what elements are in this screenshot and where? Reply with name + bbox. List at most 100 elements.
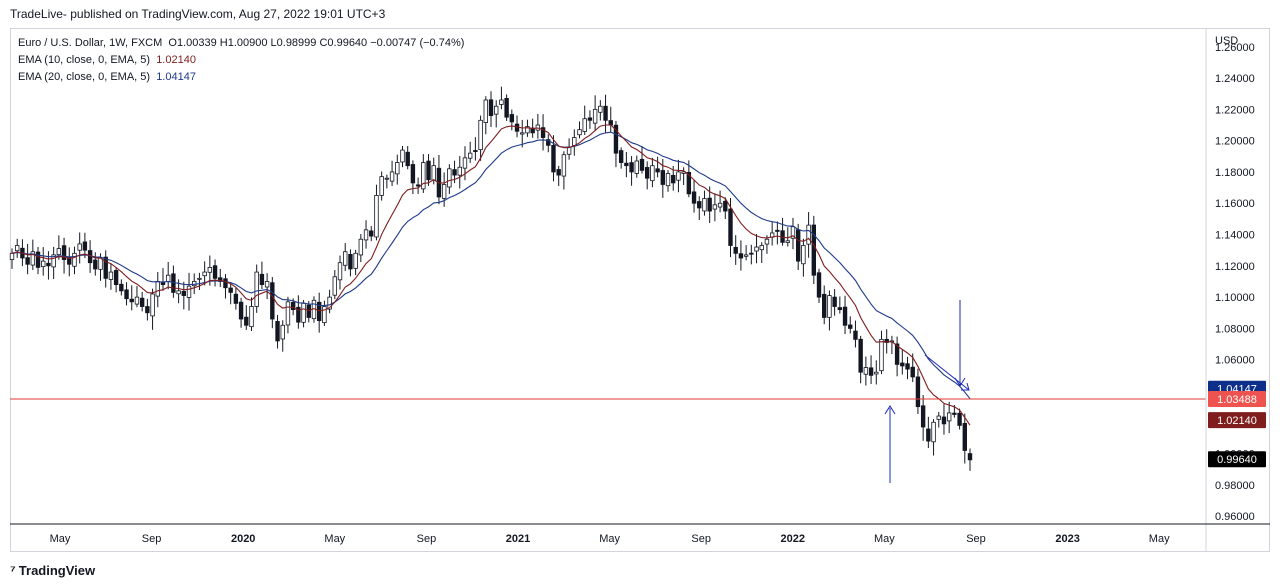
y-tick-label: 1.12000 bbox=[1215, 261, 1255, 273]
trend-arrow-head[interactable] bbox=[961, 382, 970, 391]
candle-body bbox=[952, 412, 957, 415]
candle-body bbox=[665, 173, 671, 187]
candle-body bbox=[816, 272, 822, 298]
candle-body bbox=[145, 306, 150, 314]
candle-body bbox=[249, 306, 254, 328]
candle-body bbox=[488, 99, 494, 117]
candle-body bbox=[540, 127, 546, 138]
candle-body bbox=[462, 157, 468, 169]
candle-body bbox=[103, 256, 108, 279]
up-arrow-head[interactable] bbox=[884, 405, 896, 415]
candle-body bbox=[254, 271, 259, 307]
candle-body bbox=[343, 251, 348, 266]
candle-body bbox=[946, 412, 952, 422]
candle-body bbox=[931, 421, 936, 443]
price-tag-text-last: 0.99640 bbox=[1217, 454, 1257, 466]
candle-body bbox=[926, 428, 931, 442]
y-tick-label: 1.18000 bbox=[1215, 167, 1255, 179]
candle-body bbox=[598, 105, 603, 113]
candle-body bbox=[499, 99, 504, 105]
candle-body bbox=[910, 366, 915, 378]
candle-body bbox=[296, 306, 301, 323]
candle-body bbox=[478, 119, 483, 151]
y-tick-label: 1.24000 bbox=[1215, 73, 1255, 85]
candle-body bbox=[759, 245, 764, 251]
y-tick-label: 0.98000 bbox=[1215, 480, 1255, 492]
brand-name: TradingView bbox=[18, 562, 96, 578]
candle-body bbox=[113, 270, 119, 286]
candle-body bbox=[707, 197, 712, 212]
candle-body bbox=[822, 293, 827, 318]
candle-body bbox=[842, 306, 848, 326]
tradingview-logo-icon: ⁷ bbox=[10, 562, 16, 578]
candle-body bbox=[827, 295, 832, 318]
price-tag-text-ema10: 1.02140 bbox=[1217, 415, 1257, 427]
candle-body bbox=[223, 278, 228, 289]
trend-arrow-shaft[interactable] bbox=[924, 354, 970, 391]
ema20-value: 1.04147 bbox=[156, 71, 196, 83]
price-tag-last bbox=[1208, 451, 1266, 468]
candle-body bbox=[316, 301, 322, 321]
candle-body bbox=[93, 259, 98, 270]
candle-body bbox=[546, 139, 551, 146]
candle-body bbox=[186, 285, 192, 298]
candle-body bbox=[608, 120, 613, 126]
candle-body bbox=[525, 126, 530, 134]
candle-body bbox=[764, 238, 770, 245]
candle-body bbox=[551, 144, 556, 173]
candle-body bbox=[400, 149, 405, 163]
candle-body bbox=[837, 307, 843, 311]
candle-body bbox=[686, 171, 692, 195]
x-tick-label: May bbox=[324, 533, 345, 545]
candle-body bbox=[577, 129, 582, 136]
publish-header: TradeLive- published on TradingView.com,… bbox=[10, 7, 386, 21]
candle-body bbox=[603, 105, 608, 121]
candle-body bbox=[384, 177, 390, 180]
candle-body bbox=[717, 202, 723, 208]
candle-body bbox=[702, 198, 707, 212]
candle-body bbox=[61, 245, 67, 260]
candle-body bbox=[520, 132, 525, 135]
candle-body bbox=[848, 324, 853, 329]
candle-body bbox=[509, 114, 515, 123]
candle-body bbox=[754, 246, 759, 252]
annotation-arrows[interactable] bbox=[884, 300, 970, 483]
candle-body bbox=[936, 415, 941, 420]
footer-brand[interactable]: ⁷ TradingView bbox=[10, 562, 95, 578]
candle-body bbox=[348, 253, 353, 270]
candle-body bbox=[894, 343, 900, 365]
candle-body bbox=[270, 282, 275, 320]
candle-body bbox=[863, 367, 869, 375]
candle-body bbox=[801, 245, 806, 265]
candle-body bbox=[280, 324, 285, 340]
candle-body bbox=[374, 195, 379, 238]
candle-body bbox=[56, 248, 62, 256]
candle-body bbox=[51, 254, 56, 268]
candle-body bbox=[155, 281, 160, 297]
candle-body bbox=[900, 362, 905, 367]
candle-body bbox=[82, 241, 88, 251]
x-tick-label: May bbox=[599, 533, 620, 545]
candle-body bbox=[473, 150, 478, 153]
candle-body bbox=[624, 162, 629, 167]
chart-legend: Euro / U.S. Dollar, 1W, FXCM O1.00339 H1… bbox=[18, 35, 464, 86]
candle-body bbox=[582, 118, 587, 132]
candle-body bbox=[858, 338, 863, 373]
x-tick-label: 2022 bbox=[781, 533, 805, 545]
candle-body bbox=[467, 152, 473, 159]
candle-body bbox=[556, 169, 561, 176]
candle-body bbox=[447, 168, 452, 188]
candle-body bbox=[228, 287, 233, 293]
candle-body bbox=[369, 230, 374, 237]
candle-body bbox=[176, 290, 181, 295]
candle-body bbox=[379, 176, 384, 196]
candle-body bbox=[41, 260, 46, 268]
candle-body bbox=[613, 124, 619, 154]
candle-body bbox=[650, 165, 655, 182]
candle-body bbox=[483, 99, 488, 123]
candle-body bbox=[691, 191, 697, 204]
candle-body bbox=[46, 262, 51, 267]
candle-body bbox=[941, 416, 947, 425]
candle-body bbox=[905, 363, 910, 370]
